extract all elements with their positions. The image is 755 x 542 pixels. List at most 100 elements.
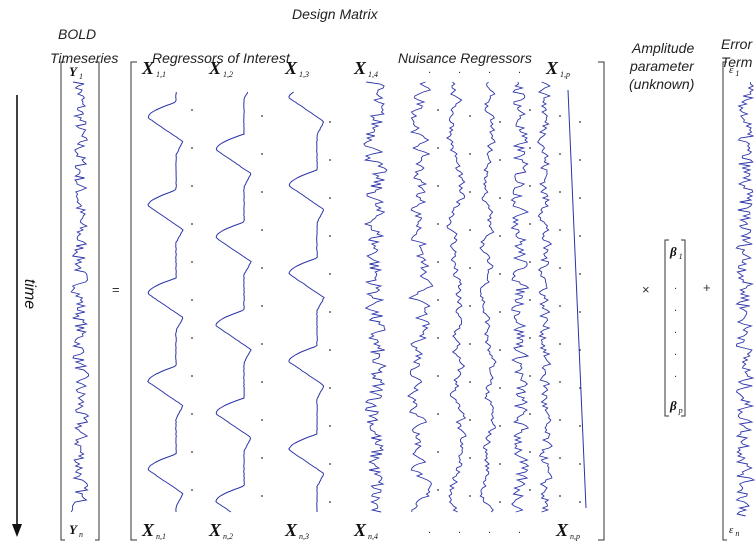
matrix-placeholder-dot [559, 419, 561, 421]
design-right-bracket [598, 61, 605, 541]
matrix-placeholder-dot [579, 463, 581, 465]
matrix-placeholder-dot [579, 197, 581, 199]
matrix-placeholder-dot [529, 109, 531, 111]
bold-right-bracket [95, 61, 100, 541]
matrix-placeholder-dot [529, 185, 531, 187]
nuisance-trace-5 [510, 81, 530, 513]
matrix-placeholder-dot [529, 147, 531, 149]
design-matrix-header: Design Matrix [292, 6, 378, 22]
error-left-bracket [722, 61, 727, 541]
matrix-placeholder-dot [437, 413, 439, 415]
matrix-placeholder-dot [261, 229, 263, 231]
matrix-placeholder-dot [261, 267, 263, 269]
matrix-placeholder-dot [437, 147, 439, 149]
matrix-placeholder-dot [437, 375, 439, 377]
matrix-placeholder-dot [437, 337, 439, 339]
matrix-placeholder-dot [191, 375, 193, 377]
plus-operator: + [703, 280, 711, 295]
matrix-placeholder-dot [437, 261, 439, 263]
design-top-dot-4: . [518, 64, 522, 76]
design-top-dot-2: . [458, 64, 462, 76]
matrix-placeholder-dot [499, 121, 501, 123]
matrix-placeholder-dot [469, 381, 471, 383]
regressor-trace-3 [288, 91, 325, 513]
regressors-of-interest-header: Regressors of Interest [152, 50, 290, 66]
matrix-placeholder-dot [329, 197, 331, 199]
times-operator: × [642, 282, 650, 297]
matrix-placeholder-dot [499, 501, 501, 503]
matrix-placeholder-dot [579, 501, 581, 503]
matrix-placeholder-dot [329, 349, 331, 351]
amplitude-header-line1: Amplitude [632, 40, 695, 56]
matrix-placeholder-dot [559, 381, 561, 383]
nuisance-trace-2 [407, 81, 434, 513]
beta-dot-5: . [674, 368, 678, 380]
design-bottom-dot-1: . [428, 524, 432, 536]
beta-right-bracket [681, 239, 686, 417]
beta-dot-4: . [674, 346, 678, 358]
matrix-placeholder-dot [469, 495, 471, 497]
nuisance-regressors-header: Nuisance Regressors [398, 50, 532, 66]
matrix-placeholder-dot [191, 451, 193, 453]
matrix-placeholder-dot [191, 299, 193, 301]
matrix-placeholder-dot [559, 115, 561, 117]
design-top-dot-1: . [428, 64, 432, 76]
matrix-placeholder-dot [529, 451, 531, 453]
matrix-placeholder-dot [261, 153, 263, 155]
equals-operator: = [112, 282, 120, 297]
matrix-placeholder-dot [329, 121, 331, 123]
nuisance-trace-6 [537, 81, 553, 513]
matrix-placeholder-dot [499, 349, 501, 351]
matrix-placeholder-dot [579, 425, 581, 427]
matrix-placeholder-dot [529, 299, 531, 301]
matrix-placeholder-dot [579, 311, 581, 313]
matrix-placeholder-dot [437, 185, 439, 187]
design-top-label-3: X 1,3 [285, 58, 310, 79]
matrix-placeholder-dot [579, 121, 581, 123]
beta-dot-1: . [674, 280, 678, 292]
matrix-placeholder-dot [499, 273, 501, 275]
matrix-placeholder-dot [579, 387, 581, 389]
matrix-placeholder-dot [469, 267, 471, 269]
matrix-placeholder-dot [261, 115, 263, 117]
matrix-placeholder-dot [559, 229, 561, 231]
matrix-placeholder-dot [437, 299, 439, 301]
matrix-placeholder-dot [579, 349, 581, 351]
matrix-placeholder-dot [261, 457, 263, 459]
matrix-placeholder-dot [261, 343, 263, 345]
regressor-trace-2 [215, 91, 252, 513]
matrix-placeholder-dot [529, 223, 531, 225]
matrix-placeholder-dot [529, 337, 531, 339]
matrix-placeholder-dot [261, 495, 263, 497]
matrix-placeholder-dot [579, 159, 581, 161]
matrix-placeholder-dot [529, 261, 531, 263]
matrix-placeholder-dot [469, 419, 471, 421]
beta-dot-2: . [674, 302, 678, 314]
matrix-placeholder-dot [529, 413, 531, 415]
matrix-placeholder-dot [437, 223, 439, 225]
matrix-placeholder-dot [469, 153, 471, 155]
matrix-placeholder-dot [469, 115, 471, 117]
beta-left-bracket [664, 239, 669, 417]
matrix-placeholder-dot [329, 235, 331, 237]
matrix-placeholder-dot [499, 235, 501, 237]
design-left-bracket [130, 61, 137, 541]
nuisance-trace-3 [446, 81, 467, 513]
matrix-placeholder-dot [559, 267, 561, 269]
bold-trace [70, 81, 90, 513]
matrix-placeholder-dot [329, 159, 331, 161]
bold-left-bracket [60, 61, 65, 541]
matrix-placeholder-dot [529, 489, 531, 491]
matrix-placeholder-dot [191, 489, 193, 491]
matrix-placeholder-dot [261, 191, 263, 193]
matrix-placeholder-dot [329, 387, 331, 389]
